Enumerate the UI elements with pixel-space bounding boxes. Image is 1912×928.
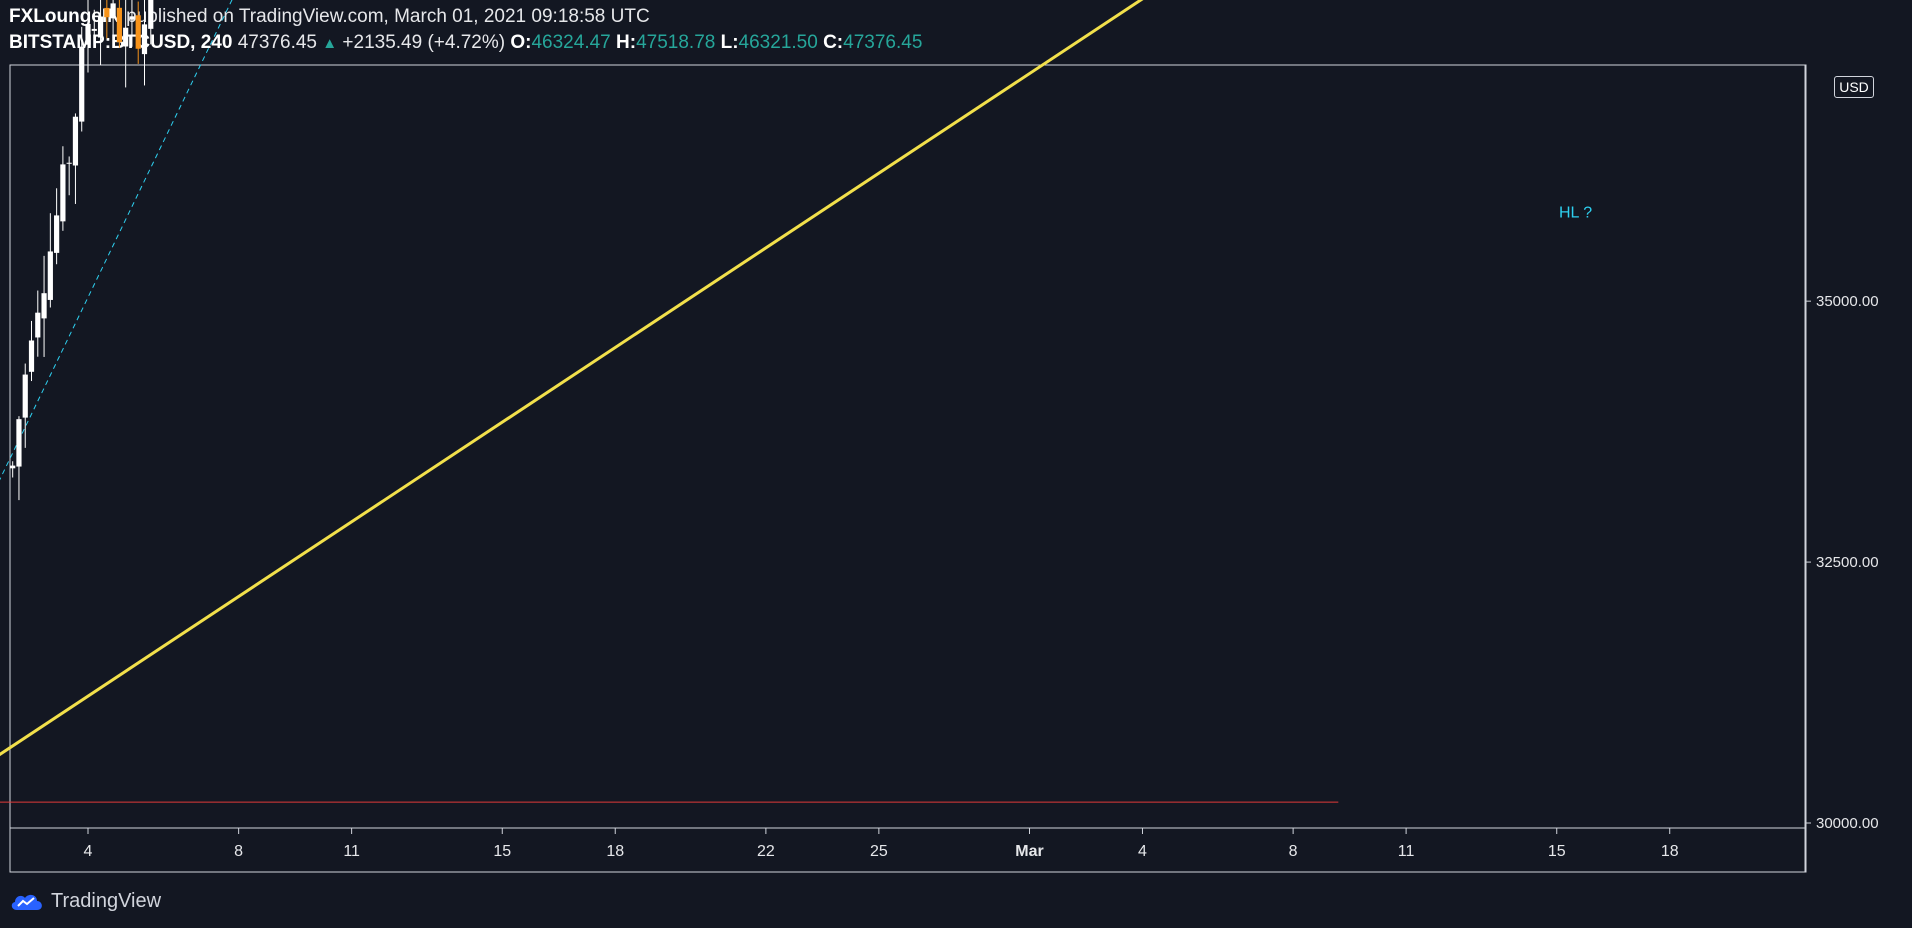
symbol-legend: BITSTAMP:BTCUSD, 240 47376.45 ▲ +2135.49…	[9, 32, 922, 54]
time-tick-label: Mar	[1015, 843, 1043, 860]
candle[interactable]	[47, 213, 53, 308]
candle-body	[104, 7, 110, 18]
last-price: 47376.45	[237, 32, 317, 53]
candle[interactable]	[66, 156, 72, 196]
candle[interactable]	[141, 0, 148, 86]
candle-body	[35, 312, 41, 338]
candle-body	[123, 27, 129, 47]
time-tick-label: 11	[343, 843, 360, 860]
candle[interactable]	[123, 0, 129, 88]
candle[interactable]	[72, 113, 79, 204]
price-change: +2135.49 (+4.72%)	[342, 32, 506, 53]
candle-body	[22, 374, 28, 418]
tradingview-brand: TradingView	[51, 889, 162, 912]
candle[interactable]	[28, 320, 35, 382]
candle-body	[79, 46, 85, 122]
price-tick-label: 32500.00	[1816, 554, 1879, 571]
candle[interactable]	[41, 255, 47, 357]
time-tick-label: 18	[606, 843, 624, 860]
candle-body	[110, 3, 116, 19]
candle-body	[60, 164, 66, 222]
time-tick-label: 8	[1289, 843, 1298, 860]
time-tick-label: 22	[757, 843, 775, 860]
candle[interactable]	[91, 9, 97, 35]
up-triangle-icon: ▲	[322, 35, 338, 52]
publish-text: published on TradingView.com, March 01, …	[126, 6, 650, 27]
candle-body	[85, 23, 91, 45]
time-tick-label: 18	[1661, 843, 1679, 860]
time-tick-label: 15	[1548, 843, 1566, 860]
high-value: 47518.78	[636, 32, 716, 53]
candle-body	[135, 15, 141, 49]
low-label: L:	[720, 32, 739, 53]
publisher-name[interactable]: FXLoungeIN	[9, 6, 121, 27]
candle-body	[97, 16, 104, 38]
candle[interactable]	[85, 0, 91, 73]
low-value: 46321.50	[738, 32, 818, 53]
candle-body	[91, 28, 97, 31]
time-tick-label: 11	[1398, 843, 1415, 860]
candle[interactable]	[129, 0, 135, 47]
candle-body	[47, 251, 53, 300]
candle[interactable]	[97, 0, 104, 66]
tradingview-cloud-icon	[11, 894, 42, 910]
candle[interactable]	[104, 0, 110, 39]
candle[interactable]	[110, 0, 116, 38]
time-tick-label: 8	[234, 843, 243, 860]
candle[interactable]	[135, 1, 141, 64]
candle-body	[129, 16, 135, 20]
open-value: 46324.47	[531, 32, 611, 53]
rising-support-line[interactable]	[0, 0, 1806, 771]
candle-body	[28, 340, 35, 372]
candle[interactable]	[148, 0, 154, 45]
candle-body	[66, 162, 72, 164]
candle[interactable]	[10, 461, 16, 478]
candle[interactable]	[16, 416, 22, 501]
candle-body	[10, 465, 16, 469]
candle[interactable]	[35, 290, 41, 357]
candle-body	[148, 0, 154, 29]
currency-unit-badge[interactable]: USD	[1834, 76, 1874, 98]
time-tick-label: 4	[84, 843, 93, 860]
candle-body	[54, 215, 60, 253]
candle-body	[141, 24, 148, 55]
price-tick-label: 30000.00	[1816, 815, 1879, 832]
time-tick-label: 15	[493, 843, 511, 860]
candle[interactable]	[60, 146, 66, 231]
time-tick-label: 25	[870, 843, 888, 860]
tradingview-footer[interactable]: TradingView	[9, 888, 161, 914]
candle-body	[116, 7, 122, 43]
chart-frame	[9, 64, 1807, 873]
candle[interactable]	[54, 188, 60, 265]
close-value: 47376.45	[843, 32, 923, 53]
time-tick-label: 4	[1138, 843, 1147, 860]
candle[interactable]	[116, 0, 122, 48]
high-label: H:	[616, 32, 637, 53]
close-label: C:	[823, 32, 844, 53]
price-tick-label: 35000.00	[1816, 293, 1879, 310]
dashed-channel-line[interactable]	[0, 0, 1425, 531]
annotation-label[interactable]: HL ?	[1559, 205, 1592, 222]
candle-body	[16, 419, 22, 467]
candle[interactable]	[22, 363, 28, 448]
open-label: O:	[510, 32, 532, 53]
publish-info: FXLoungeIN published on TradingView.com,…	[9, 6, 650, 28]
symbol-name[interactable]: BITSTAMP:BTCUSD, 240	[9, 32, 233, 53]
candle[interactable]	[79, 26, 85, 132]
candle-body	[41, 293, 47, 319]
candle-body	[72, 116, 79, 166]
